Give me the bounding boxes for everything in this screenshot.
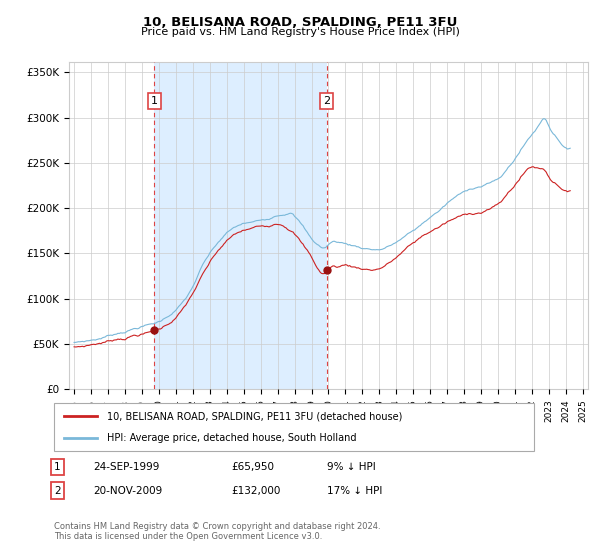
- Text: 20-NOV-2009: 20-NOV-2009: [93, 486, 162, 496]
- FancyBboxPatch shape: [54, 403, 534, 451]
- Text: £65,950: £65,950: [231, 462, 274, 472]
- Text: 9% ↓ HPI: 9% ↓ HPI: [327, 462, 376, 472]
- Bar: [154, 62, 326, 389]
- Text: Contains HM Land Registry data © Crown copyright and database right 2024.
This d: Contains HM Land Registry data © Crown c…: [54, 522, 380, 542]
- Text: 2: 2: [323, 96, 330, 106]
- Text: 24-SEP-1999: 24-SEP-1999: [93, 462, 160, 472]
- Text: 10, BELISANA ROAD, SPALDING, PE11 3FU: 10, BELISANA ROAD, SPALDING, PE11 3FU: [143, 16, 457, 29]
- Text: 17% ↓ HPI: 17% ↓ HPI: [327, 486, 382, 496]
- Text: Price paid vs. HM Land Registry's House Price Index (HPI): Price paid vs. HM Land Registry's House …: [140, 27, 460, 37]
- Text: 1: 1: [151, 96, 158, 106]
- Text: 10, BELISANA ROAD, SPALDING, PE11 3FU (detached house): 10, BELISANA ROAD, SPALDING, PE11 3FU (d…: [107, 411, 402, 421]
- Text: £132,000: £132,000: [231, 486, 280, 496]
- Text: 1: 1: [54, 462, 61, 472]
- Text: 2: 2: [54, 486, 61, 496]
- Text: HPI: Average price, detached house, South Holland: HPI: Average price, detached house, Sout…: [107, 433, 356, 443]
